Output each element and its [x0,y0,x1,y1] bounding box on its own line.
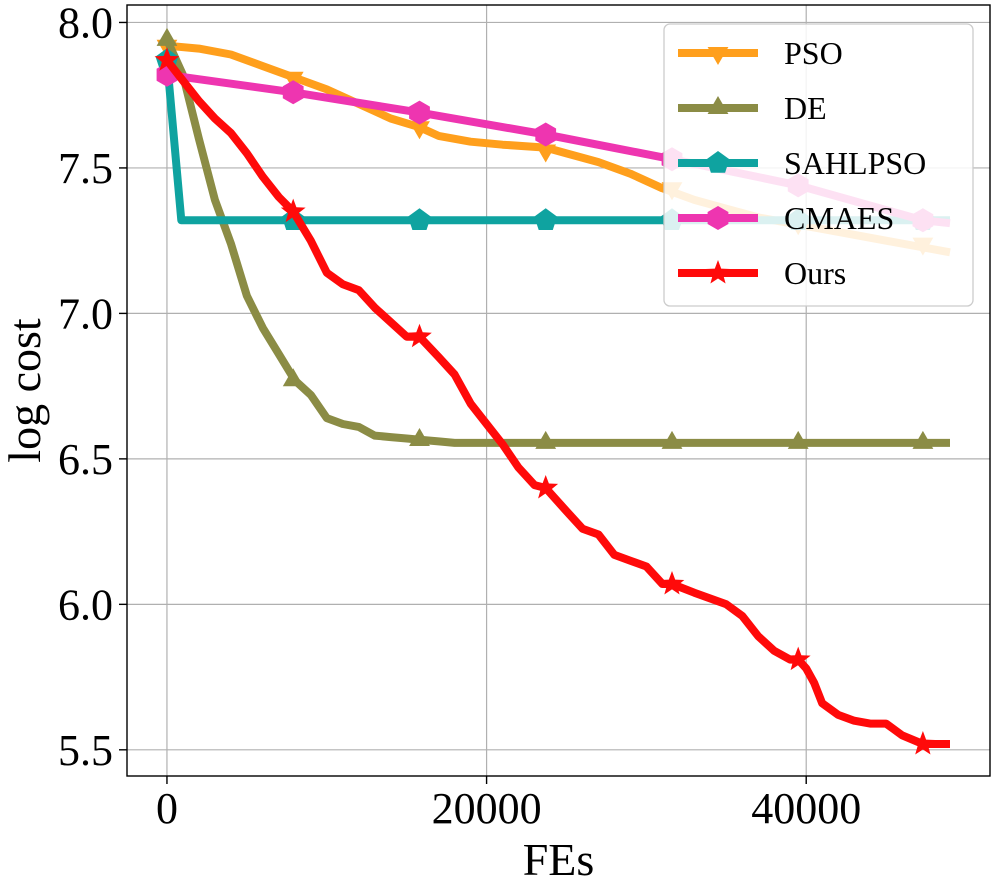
de-marker [409,428,430,446]
legend-marker-ours [705,260,731,284]
legend-label-pso: PSO [784,35,843,71]
series-ours [154,47,950,755]
legend-marker-pso [707,47,729,65]
de-marker [282,368,304,387]
plot-frame [126,4,991,777]
de-marker [535,430,557,449]
legend-label-ours: Ours [784,255,846,291]
de-marker [661,430,683,449]
y-tick-label: 6.0 [58,580,113,629]
ours-marker [407,323,432,348]
cmaes-marker [535,122,557,147]
de-line [163,38,950,447]
ours-marker [154,47,180,71]
legend-marker-de [707,96,729,114]
x-tick-label: 0 [156,784,178,833]
cmaes-marker [409,100,430,125]
y-tick-label: 5.5 [58,726,113,775]
legend-marker-sahlpso [706,151,730,173]
pso-marker [535,144,557,163]
ours-marker [659,571,685,595]
de-marker [787,430,809,449]
ours-marker [785,646,811,671]
axis-ticks: 0 20000 40000 5.5 6.0 6.5 7.0 7.5 8.0 [58,0,861,833]
legend-label-cmaes: CMAES [784,200,894,236]
y-tick-label: 7.0 [58,289,113,338]
ours-marker [910,731,936,755]
sahlpso-marker [534,208,558,230]
legend-label-de: DE [784,90,827,126]
ours-marker [533,475,559,499]
legend-item-ours: Ours [678,255,846,291]
legend-item-de: DE [678,90,827,126]
x-tick-label: 40000 [751,784,861,833]
de-marker [156,27,178,46]
legend-item-pso: PSO [678,35,843,71]
legend-item-cmaes: CMAES [678,200,894,236]
sahlpso-marker [408,208,431,230]
y-tick-label: 7.5 [58,144,113,193]
y-tick-label: 8.0 [58,0,113,47]
x-tick-label: 20000 [432,784,542,833]
legend: PSO DE SAHLPSO CMAES Ours [663,23,974,307]
ours-marker [280,198,306,223]
legend-item-sahlpso: SAHLPSO [678,145,926,181]
x-axis-label: FEs [523,834,595,885]
legend-marker-cmaes [707,206,729,230]
cmaes-marker [282,80,304,105]
de-marker [912,430,934,449]
series-de [156,27,950,449]
legend-label-sahlpso: SAHLPSO [784,145,926,181]
y-tick-label: 6.5 [58,435,113,484]
legend-box [663,23,974,307]
pso-marker [409,121,430,140]
y-axis-label: log cost [0,318,50,463]
